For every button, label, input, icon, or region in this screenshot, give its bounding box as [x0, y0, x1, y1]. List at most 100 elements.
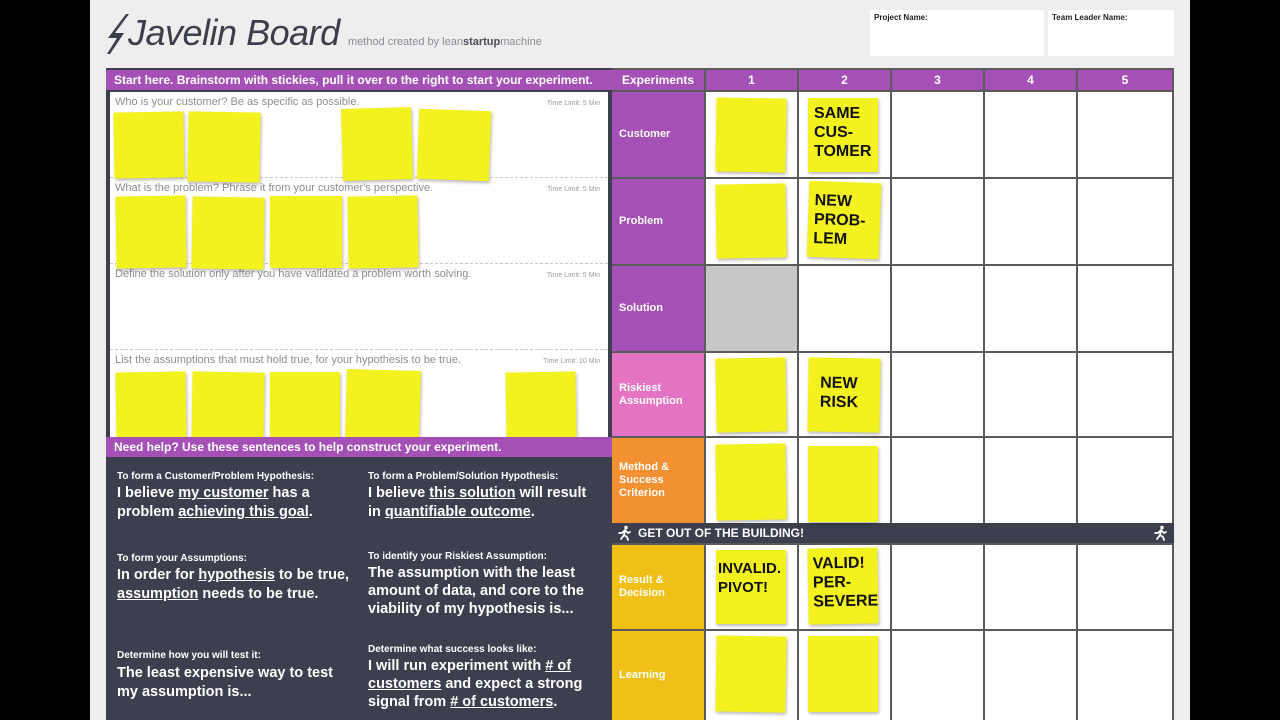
grid-cell[interactable] — [1078, 545, 1172, 629]
grid-cell[interactable] — [1078, 266, 1172, 351]
grid-cell[interactable] — [892, 438, 983, 523]
row-label-solution: Solution — [612, 266, 704, 351]
column-header-4: 4 — [985, 70, 1076, 90]
sticky-note[interactable] — [715, 183, 787, 259]
sticky-note[interactable] — [715, 97, 787, 173]
guide-sentence: I will run experiment with # of customer… — [368, 658, 583, 710]
grid-cell[interactable] — [1078, 353, 1172, 436]
row-label-customer: Customer — [612, 92, 704, 177]
sticky-valid-persevere[interactable]: VALID! PER- SEVERE — [807, 547, 879, 625]
get-out-of-building-banner: GET OUT OF THE BUILDING! — [612, 523, 1174, 543]
sticky-new-risk[interactable]: NEW RISK — [807, 357, 881, 433]
grid-cell[interactable] — [985, 438, 1076, 523]
column-header-1: 1 — [706, 70, 797, 90]
guide-heading: Determine how you will test it: — [117, 650, 261, 661]
guide-heading: To form your Assumptions: — [117, 553, 247, 564]
experiments-header: Experiments — [612, 70, 704, 90]
guide-sentence: I believe my customer has a problem achi… — [117, 485, 313, 520]
sticky-note[interactable] — [715, 635, 787, 713]
column-header-3: 3 — [892, 70, 983, 90]
team-leader-field[interactable]: Team Leader Name: — [1048, 10, 1174, 56]
guide-heading: Determine what success looks like: — [368, 644, 537, 655]
sticky-note[interactable] — [808, 636, 878, 712]
logo-bolt-icon — [107, 14, 129, 54]
sticky-note[interactable] — [191, 371, 265, 441]
time-limit: Time Limit: 5 Min — [546, 186, 600, 193]
row-label-result: Result & Decision — [612, 545, 704, 629]
time-limit: Time Limit: 10 Min — [543, 358, 600, 365]
sticky-note[interactable] — [270, 196, 342, 268]
grid-cell[interactable] — [985, 545, 1076, 629]
grid-cell[interactable] — [799, 266, 890, 351]
sticky-note[interactable] — [505, 371, 577, 441]
grid-cell[interactable] — [892, 353, 983, 436]
sticky-note[interactable] — [715, 357, 787, 433]
column-header-5: 5 — [1078, 70, 1172, 90]
sticky-same-customer[interactable]: SAME CUS- TOMER — [808, 98, 878, 172]
team-leader-label: Team Leader Name: — [1052, 13, 1128, 22]
sticky-note[interactable] — [115, 371, 187, 441]
time-limit: Time Limit: 5 Min — [546, 272, 600, 279]
grid-cell[interactable] — [985, 266, 1076, 351]
guide-sentence: In order for hypothesis to be true, assu… — [117, 567, 350, 602]
grid-cell[interactable] — [892, 179, 983, 264]
sticky-invalid-pivot[interactable]: INVALID. PIVOT! — [716, 550, 786, 624]
sticky-note[interactable] — [808, 446, 878, 522]
grid-cell[interactable] — [985, 353, 1076, 436]
grid-cell[interactable] — [892, 631, 983, 720]
project-name-label: Project Name: — [874, 13, 928, 22]
sticky-text: NEW RISK — [819, 374, 859, 412]
guide-test-method: Determine how you will test it: The leas… — [110, 634, 356, 720]
sticky-note[interactable] — [715, 443, 787, 521]
project-name-field[interactable]: Project Name: — [870, 10, 1044, 56]
need-help-bar: Need help? Use these sentences to help c… — [106, 437, 612, 457]
sticky-text: SAME CUS- TOMER — [814, 105, 872, 160]
start-here-bar: Start here. Brainstorm with stickies, pu… — [106, 70, 612, 90]
experiments-grid: Experiments 1 2 3 4 5 Customer Problem S… — [612, 68, 1174, 720]
assumptions-section: List the assumptions that must hold true… — [110, 350, 608, 437]
grid-cell[interactable] — [892, 266, 983, 351]
sticky-note[interactable] — [341, 107, 413, 181]
sticky-note[interactable] — [416, 108, 492, 182]
time-limit: Time Limit: 5 Min — [546, 100, 600, 107]
guide-heading: To identify your Riskiest Assumption: — [368, 551, 547, 562]
row-label-method: Method & Success Criterion — [612, 438, 704, 523]
grid-cell[interactable] — [985, 179, 1076, 264]
column-header-2: 2 — [799, 70, 890, 90]
sticky-note[interactable] — [345, 369, 421, 441]
grid-cell[interactable] — [1078, 631, 1172, 720]
row-label-riskiest-assumption: Riskiest Assumption — [612, 353, 704, 436]
grid-cell[interactable] — [892, 92, 983, 177]
grid-cell[interactable] — [1078, 92, 1172, 177]
grid-cell[interactable] — [985, 92, 1076, 177]
sticky-text: VALID! PER- SEVERE — [812, 554, 879, 611]
sticky-text: INVALID. PIVOT! — [718, 560, 782, 596]
running-person-icon — [618, 525, 631, 541]
guide-assumptions: To form your Assumptions: In order for h… — [110, 543, 356, 625]
section-question: List the assumptions that must hold true… — [115, 354, 462, 366]
sticky-new-problem[interactable]: NEW PROB- LEM — [806, 180, 882, 260]
grid-cell-disabled — [706, 266, 797, 351]
sticky-note[interactable] — [115, 195, 187, 269]
guide-problem-solution: To form a Problem/Solution Hypothesis: I… — [361, 459, 607, 541]
sticky-note[interactable] — [270, 372, 340, 440]
solution-section: Define the solution only after you have … — [110, 264, 608, 350]
guide-success: Determine what success looks like: I wil… — [361, 634, 607, 720]
brainstorm-area: Who is your customer? Be as specific as … — [110, 92, 608, 441]
logo-text: Javelin Board — [128, 12, 340, 53]
guide-sentence: The least expensive way to test my assum… — [117, 665, 333, 700]
grid-cell[interactable] — [1078, 179, 1172, 264]
sticky-note[interactable] — [113, 111, 185, 179]
sticky-note[interactable] — [191, 196, 265, 270]
grid-cell[interactable] — [985, 631, 1076, 720]
guide-riskiest-assumption: To identify your Riskiest Assumption: Th… — [361, 543, 607, 625]
logo-subtitle: method created by leanstartupmachine — [348, 36, 542, 48]
section-question: What is the problem? Phrase it from your… — [115, 182, 434, 194]
brainstorm-panel: Start here. Brainstorm with stickies, pu… — [106, 68, 612, 720]
running-person-icon — [1154, 525, 1167, 541]
grid-cell[interactable] — [1078, 438, 1172, 523]
sticky-note[interactable] — [347, 195, 419, 269]
grid-cell[interactable] — [892, 545, 983, 629]
sticky-note[interactable] — [187, 111, 261, 183]
sticky-text: NEW PROB- LEM — [813, 191, 866, 249]
